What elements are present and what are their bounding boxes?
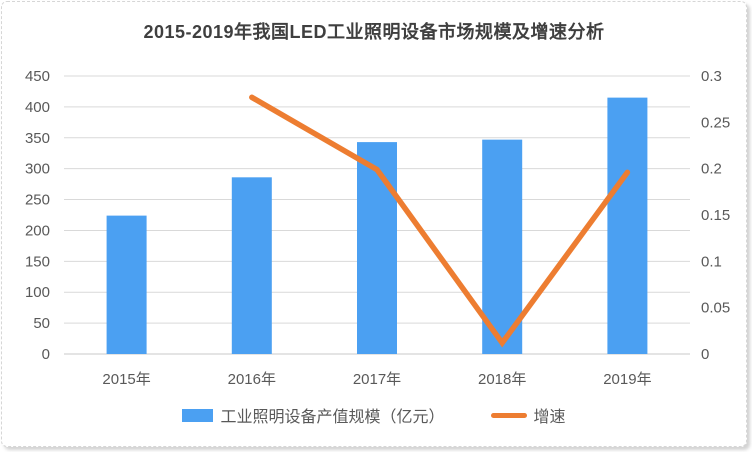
x-axis-label: 2018年 [478, 371, 526, 388]
right-axis-tick: 0.3 [701, 68, 722, 85]
bar-2017年 [357, 142, 397, 354]
right-axis-tick: 0.05 [701, 300, 730, 317]
left-axis-tick: 400 [25, 99, 50, 116]
x-axis-label: 2019年 [603, 371, 651, 388]
left-axis-tick: 250 [25, 192, 50, 209]
legend-item-line-series: 增速 [490, 403, 566, 427]
growth-line [249, 94, 631, 348]
left-axis-tick: 150 [25, 253, 50, 270]
line-series-label: 增速 [533, 409, 566, 426]
legend: 工业照明设备产值规模（亿元） 增速 [2, 403, 746, 427]
bar-2015年 [106, 215, 147, 354]
legend-item-bar-series: 工业照明设备产值规模（亿元） [182, 403, 445, 427]
x-axis-label: 2016年 [228, 371, 276, 388]
right-axis-tick: 0 [701, 346, 709, 363]
left-axis-tick: 0 [42, 346, 50, 363]
bar-2016年 [231, 177, 272, 354]
bar-series-swatch [182, 408, 214, 422]
left-axis-tick: 350 [25, 130, 50, 147]
right-axis-tick: 0.2 [701, 161, 722, 178]
left-axis-tick: 200 [25, 222, 50, 239]
right-axis-tick: 0.25 [701, 114, 730, 131]
x-axis-label: 2015年 [102, 371, 150, 388]
chart-card: 2015-2019年我国LED工业照明设备市场规模及增速分析 0 50 100 150… [1, 1, 747, 447]
chart-plot-area: 0 50 100 150 200 250 300 350 400 450 0 0.05 0.1 0.15 0… [25, 68, 730, 388]
left-axis-tick: 450 [25, 68, 50, 85]
chart-title: 2015-2019年我国LED工业照明设备市场规模及增速分析 [143, 22, 605, 42]
bar-2019年 [607, 97, 648, 354]
line-series-swatch [490, 412, 527, 418]
bar-2018年 [482, 139, 523, 354]
left-axis-tick: 100 [25, 284, 50, 301]
bar-series-label: 工业照明设备产值规模（亿元） [220, 409, 445, 426]
x-axis-label: 2017年 [353, 371, 401, 388]
right-axis-tick: 0.15 [701, 207, 730, 224]
right-axis-tick: 0.1 [701, 253, 722, 270]
left-axis-tick: 300 [25, 161, 50, 178]
left-axis-tick: 50 [33, 315, 50, 332]
